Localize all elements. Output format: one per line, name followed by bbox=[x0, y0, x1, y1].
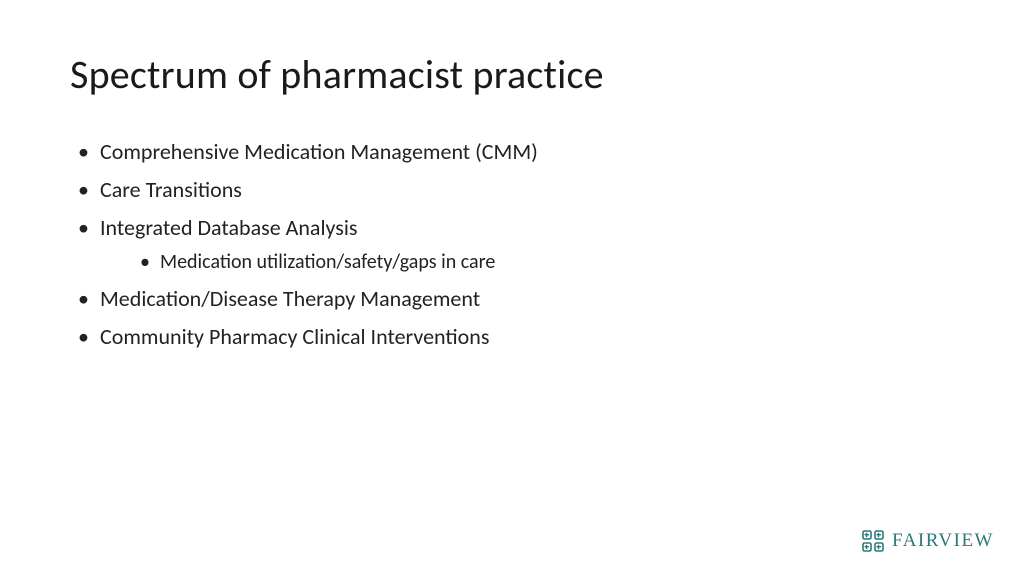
list-item-text: Community Pharmacy Clinical Intervention… bbox=[100, 323, 489, 350]
fairview-grid-icon bbox=[862, 530, 884, 552]
list-item-text: Medication utilization/safety/gaps in ca… bbox=[160, 250, 495, 274]
list-item-text: Care Transitions bbox=[100, 176, 242, 203]
bullet-list: Comprehensive Medication Management (CMM… bbox=[70, 135, 954, 354]
list-item: Community Pharmacy Clinical Intervention… bbox=[78, 320, 954, 354]
list-item-text: Medication/Disease Therapy Management bbox=[100, 285, 480, 312]
list-item-text: Integrated Database Analysis bbox=[100, 214, 358, 241]
sub-list: Medication utilization/safety/gaps in ca… bbox=[100, 247, 954, 278]
list-item: Medication utilization/safety/gaps in ca… bbox=[140, 247, 954, 278]
brand-logo: FAIRVIEW bbox=[862, 530, 994, 552]
list-item: Comprehensive Medication Management (CMM… bbox=[78, 135, 954, 169]
list-item: Care Transitions bbox=[78, 173, 954, 207]
slide-title: Spectrum of pharmacist practice bbox=[70, 50, 954, 99]
list-item: Medication/Disease Therapy Management bbox=[78, 282, 954, 316]
list-item: Integrated Database Analysis Medication … bbox=[78, 211, 954, 278]
brand-text: FAIRVIEW bbox=[892, 530, 994, 552]
slide-container: Spectrum of pharmacist practice Comprehe… bbox=[0, 0, 1024, 576]
list-item-text: Comprehensive Medication Management (CMM… bbox=[100, 138, 538, 165]
